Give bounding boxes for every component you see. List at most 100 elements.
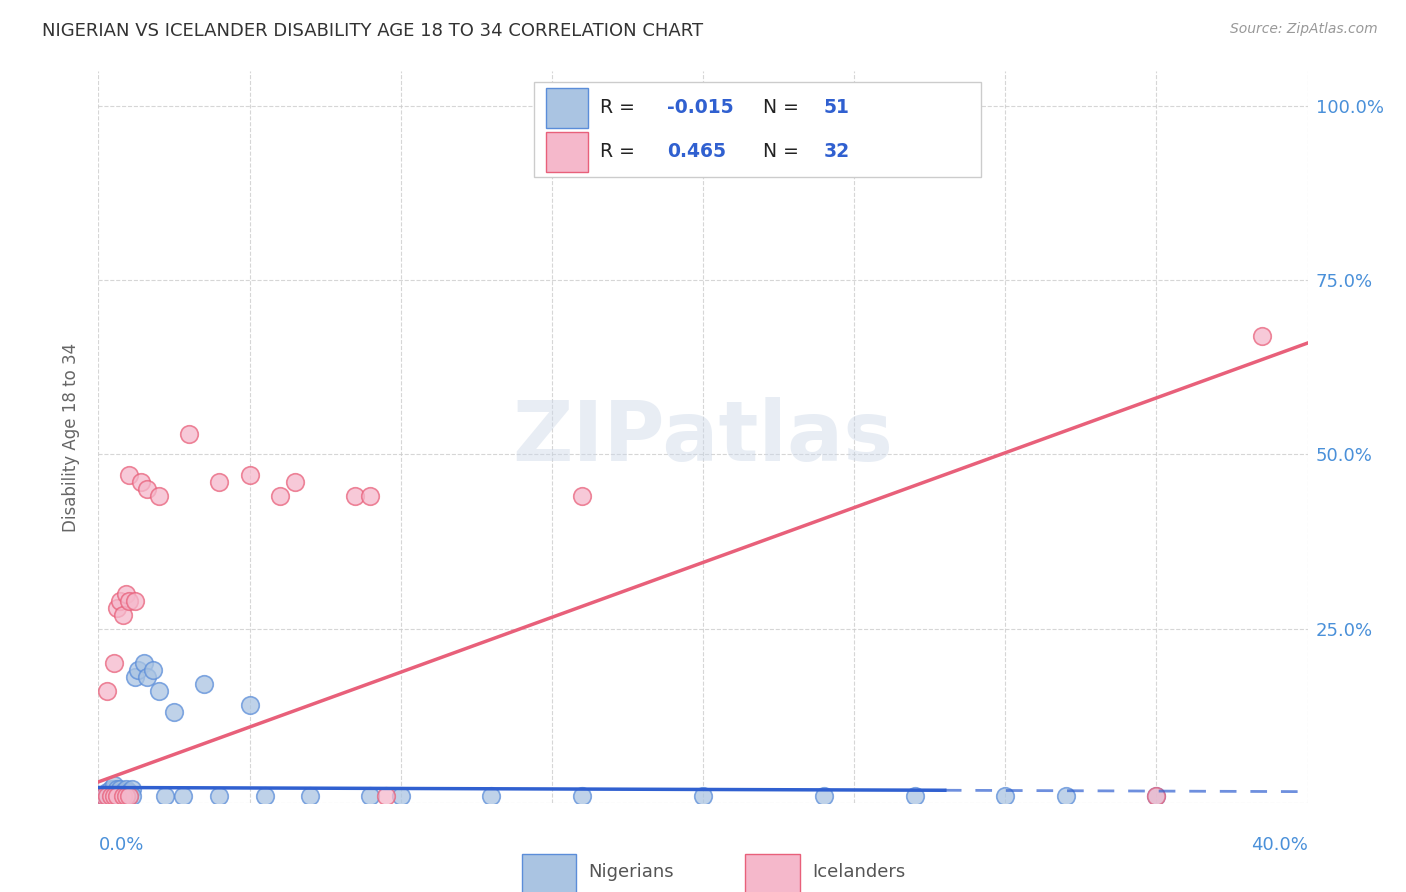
Point [1144, 789, 1167, 803]
Point [114, 785, 136, 799]
Point [135, 670, 157, 684]
Point [108, 789, 131, 803]
Point [118, 785, 141, 799]
Point [692, 99, 714, 113]
Point [253, 789, 276, 803]
Point [121, 789, 143, 803]
Point [118, 468, 141, 483]
Text: 0.465: 0.465 [666, 143, 725, 161]
Point [105, 781, 128, 796]
Point [93, 789, 115, 803]
FancyBboxPatch shape [745, 854, 800, 892]
Point [103, 657, 125, 671]
Point [239, 698, 262, 713]
Point [103, 781, 125, 796]
Point [692, 789, 714, 803]
Point [103, 789, 125, 803]
Point [239, 468, 262, 483]
Point [111, 789, 134, 803]
FancyBboxPatch shape [546, 87, 588, 128]
Text: 0.0%: 0.0% [98, 836, 143, 854]
Point [100, 789, 122, 803]
Point [360, 489, 382, 503]
Point [127, 664, 149, 678]
Point [163, 705, 186, 719]
Point [994, 789, 1017, 803]
Y-axis label: Disability Age 18 to 34: Disability Age 18 to 34 [62, 343, 80, 532]
Text: R =: R = [600, 98, 641, 118]
Point [96, 684, 118, 698]
Point [135, 483, 157, 497]
Point [904, 789, 927, 803]
Point [571, 789, 593, 803]
Point [111, 785, 134, 799]
Point [208, 789, 231, 803]
Point [360, 789, 382, 803]
FancyBboxPatch shape [534, 82, 981, 178]
Point [118, 789, 141, 803]
FancyBboxPatch shape [522, 854, 576, 892]
Point [108, 785, 131, 799]
Point [142, 664, 165, 678]
Point [111, 789, 134, 803]
Point [172, 789, 194, 803]
Text: 40.0%: 40.0% [1251, 836, 1308, 854]
Text: N =: N = [763, 143, 806, 161]
Point [105, 789, 128, 803]
Point [179, 426, 201, 441]
Point [108, 594, 131, 608]
Point [121, 781, 143, 796]
Point [114, 781, 136, 796]
Point [148, 684, 170, 698]
Point [132, 657, 155, 671]
Point [1251, 329, 1274, 343]
Point [193, 677, 215, 691]
Point [389, 789, 412, 803]
Point [103, 785, 125, 799]
Text: 51: 51 [824, 98, 849, 118]
Point [269, 489, 291, 503]
Point [96, 789, 118, 803]
Point [299, 789, 322, 803]
Point [114, 587, 136, 601]
Point [114, 789, 136, 803]
Point [374, 789, 396, 803]
Point [481, 789, 503, 803]
Text: Nigerians: Nigerians [588, 863, 673, 881]
Point [118, 789, 141, 803]
Point [124, 670, 146, 684]
Point [111, 789, 134, 803]
Text: Source: ZipAtlas.com: Source: ZipAtlas.com [1230, 22, 1378, 37]
Point [105, 785, 128, 799]
Point [103, 789, 125, 803]
Point [208, 475, 231, 490]
Point [108, 781, 131, 796]
Point [124, 594, 146, 608]
Point [118, 594, 141, 608]
Point [100, 781, 122, 796]
Point [96, 785, 118, 799]
Text: NIGERIAN VS ICELANDER DISABILITY AGE 18 TO 34 CORRELATION CHART: NIGERIAN VS ICELANDER DISABILITY AGE 18 … [42, 22, 703, 40]
Text: ZIPatlas: ZIPatlas [513, 397, 893, 477]
Point [571, 489, 593, 503]
Point [103, 778, 125, 792]
Text: -0.015: -0.015 [666, 98, 734, 118]
Point [105, 789, 128, 803]
Point [1144, 789, 1167, 803]
Point [1054, 789, 1077, 803]
Text: R =: R = [600, 143, 641, 161]
Point [813, 789, 835, 803]
Point [344, 489, 367, 503]
Text: 32: 32 [824, 143, 851, 161]
Point [111, 607, 134, 622]
Point [105, 789, 128, 803]
Point [129, 475, 152, 490]
Point [114, 789, 136, 803]
Text: Icelanders: Icelanders [811, 863, 905, 881]
Text: N =: N = [763, 98, 806, 118]
FancyBboxPatch shape [546, 132, 588, 172]
Point [100, 789, 122, 803]
Point [93, 789, 115, 803]
Point [100, 785, 122, 799]
Point [284, 475, 307, 490]
